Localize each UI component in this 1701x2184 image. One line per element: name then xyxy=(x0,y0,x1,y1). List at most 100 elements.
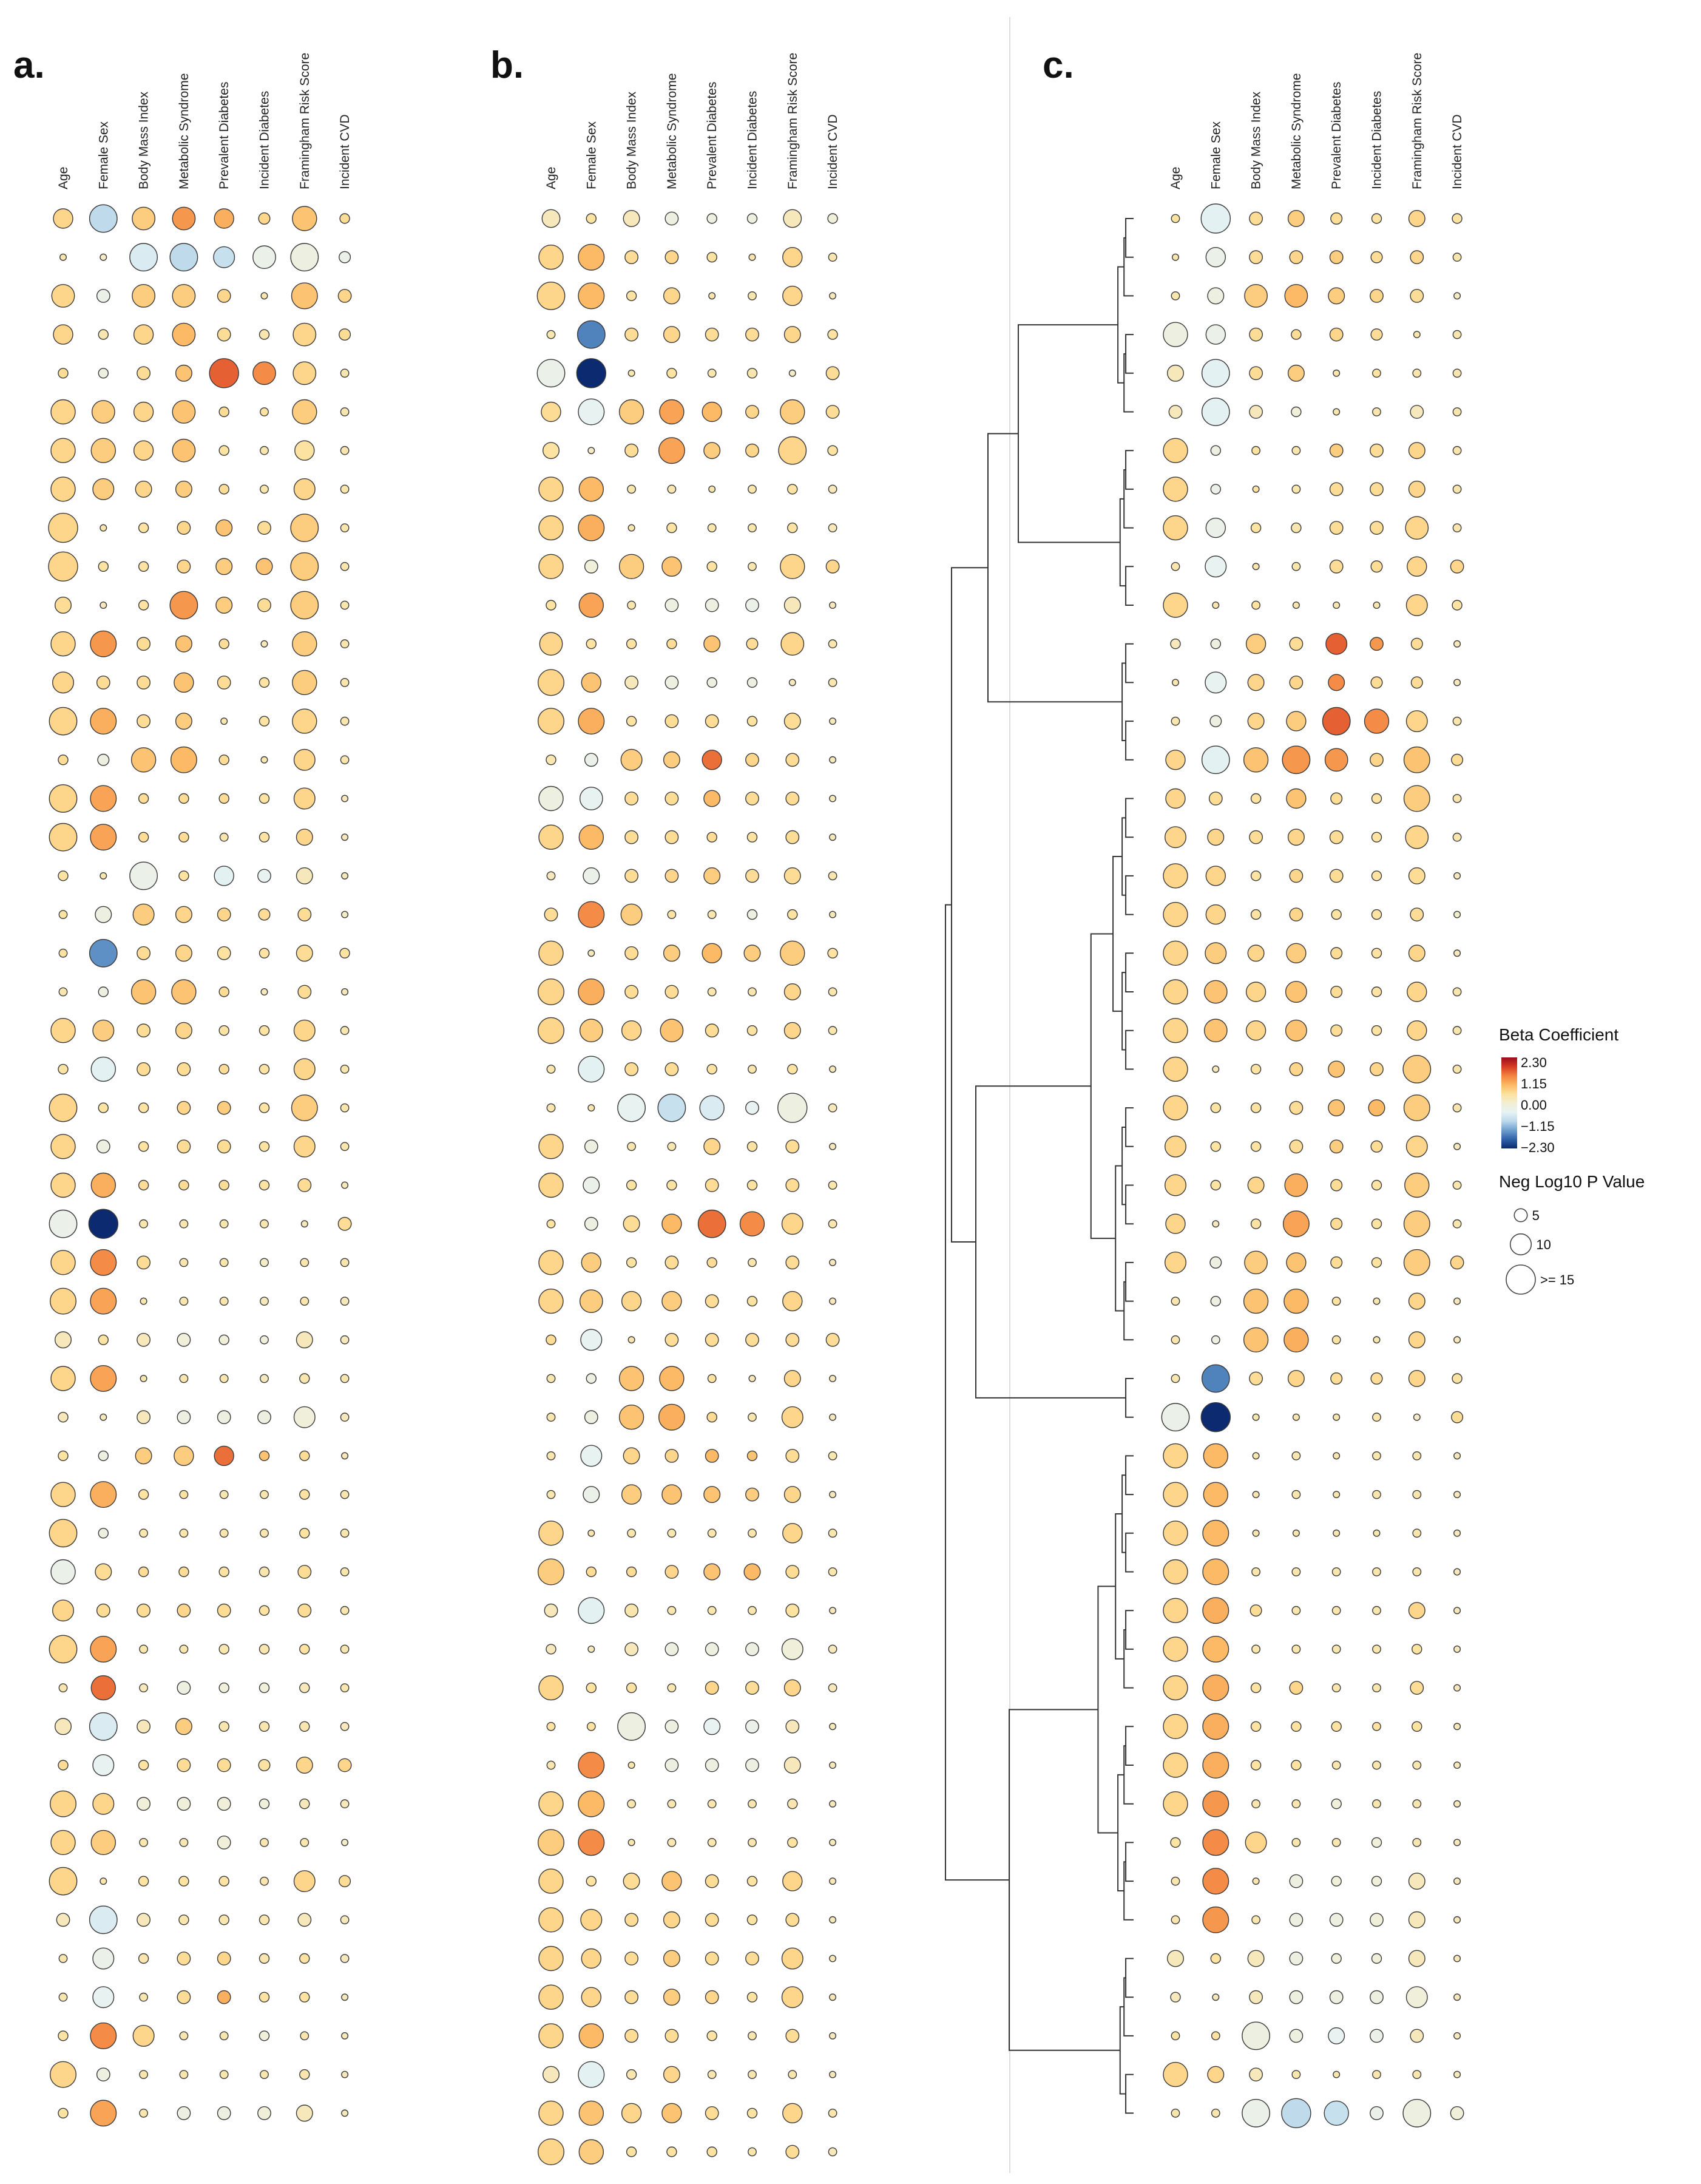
bubble xyxy=(260,1335,269,1345)
bubble xyxy=(138,1566,149,1578)
bubble xyxy=(1450,559,1464,574)
bubble xyxy=(1291,1760,1302,1771)
dendrogram-branch xyxy=(1117,1774,1124,1892)
size-legend-label: 5 xyxy=(1532,1208,1540,1223)
bubble xyxy=(785,1565,800,1579)
dendrogram xyxy=(945,218,1134,2114)
bubble xyxy=(50,1250,76,1275)
bubble xyxy=(96,1139,110,1154)
bubble xyxy=(541,401,561,422)
dendrogram-branch xyxy=(1125,1378,1134,1418)
bubble xyxy=(1371,832,1382,843)
bubble xyxy=(170,746,197,773)
bubble xyxy=(1407,556,1427,577)
bubble xyxy=(138,1102,149,1113)
bubble xyxy=(1453,1297,1461,1305)
bubble xyxy=(1201,398,1230,426)
bubble xyxy=(1331,1721,1342,1732)
bubble xyxy=(781,1406,803,1428)
column-label: Framingham Risk Score xyxy=(298,53,312,189)
bubble xyxy=(785,2145,800,2159)
bubble xyxy=(663,751,680,768)
legend: Beta Coefficient 2.301.150.00−1.15−2.30 … xyxy=(1499,1025,1645,1295)
bubble xyxy=(785,1913,800,1927)
bubble xyxy=(178,1566,189,1578)
bubble xyxy=(218,1914,229,1925)
bubble xyxy=(217,1603,231,1618)
bubble xyxy=(578,708,605,735)
column-label: Female Sex xyxy=(96,121,110,189)
bubble xyxy=(293,322,317,347)
bubble xyxy=(707,1528,717,1538)
bubble xyxy=(783,1369,801,1387)
bubble xyxy=(746,1179,758,1191)
bubble xyxy=(665,792,679,805)
bubble xyxy=(290,514,319,542)
bubble xyxy=(659,1366,685,1391)
bubble xyxy=(1408,1602,1425,1619)
bubble xyxy=(98,986,109,997)
bubble xyxy=(259,832,270,843)
bubble xyxy=(578,476,604,502)
dendrogram-branch xyxy=(1125,566,1134,606)
bubble xyxy=(89,204,118,233)
dendrogram-branch xyxy=(975,1085,1126,1399)
bubble xyxy=(177,1410,191,1425)
bubble xyxy=(340,1567,350,1576)
bubble xyxy=(1289,250,1304,265)
bubble xyxy=(1371,1025,1382,1036)
bubble xyxy=(129,861,158,890)
bubble xyxy=(1201,745,1230,775)
bubble xyxy=(707,368,717,378)
bubble xyxy=(624,676,639,690)
bubble xyxy=(580,1329,603,1351)
bubble xyxy=(665,250,679,265)
bubble xyxy=(58,2108,69,2119)
bubble xyxy=(1405,710,1428,733)
bubble xyxy=(706,1063,717,1075)
bubble xyxy=(1408,867,1425,884)
bubble xyxy=(785,2029,800,2043)
bubble xyxy=(665,676,679,690)
bubble xyxy=(1252,485,1260,493)
bubble xyxy=(293,787,316,810)
bubble xyxy=(1212,602,1220,609)
bubble xyxy=(1163,592,1188,618)
bubble xyxy=(1284,283,1308,308)
bubble xyxy=(1328,1060,1345,1078)
bubble xyxy=(293,1870,316,1893)
bubble xyxy=(626,2146,637,2157)
bubble xyxy=(1370,1990,1384,2004)
bubble xyxy=(217,1410,231,1425)
bubble xyxy=(707,2070,717,2080)
bubble xyxy=(172,283,196,308)
dendrogram-branch xyxy=(1123,1281,1134,1341)
bubble xyxy=(49,1635,78,1664)
bubble xyxy=(667,1799,677,1809)
bubble xyxy=(1329,1913,1344,1927)
bubble xyxy=(260,1297,269,1306)
bubble xyxy=(829,1142,837,1150)
bubble xyxy=(1203,1482,1229,1507)
bubble xyxy=(130,747,157,773)
bubble xyxy=(50,1017,76,1043)
bubble xyxy=(707,523,717,532)
bubble xyxy=(219,1374,229,1383)
bubble xyxy=(1164,1174,1186,1196)
bubble xyxy=(745,753,759,767)
bubble xyxy=(179,2031,189,2041)
bubble xyxy=(260,1374,269,1383)
bubble xyxy=(1245,982,1266,1002)
bubble xyxy=(782,1871,803,1891)
bubble xyxy=(209,358,239,388)
dendrogram-branch xyxy=(1009,1709,1120,2051)
bubble xyxy=(1408,442,1425,460)
bubble xyxy=(297,1603,312,1618)
bubble xyxy=(626,2069,637,2080)
bubble xyxy=(745,792,759,805)
bubble xyxy=(778,436,807,465)
bubble xyxy=(667,1837,677,1847)
bubble xyxy=(578,824,604,850)
bubble xyxy=(1249,366,1263,381)
bubble xyxy=(828,678,837,687)
